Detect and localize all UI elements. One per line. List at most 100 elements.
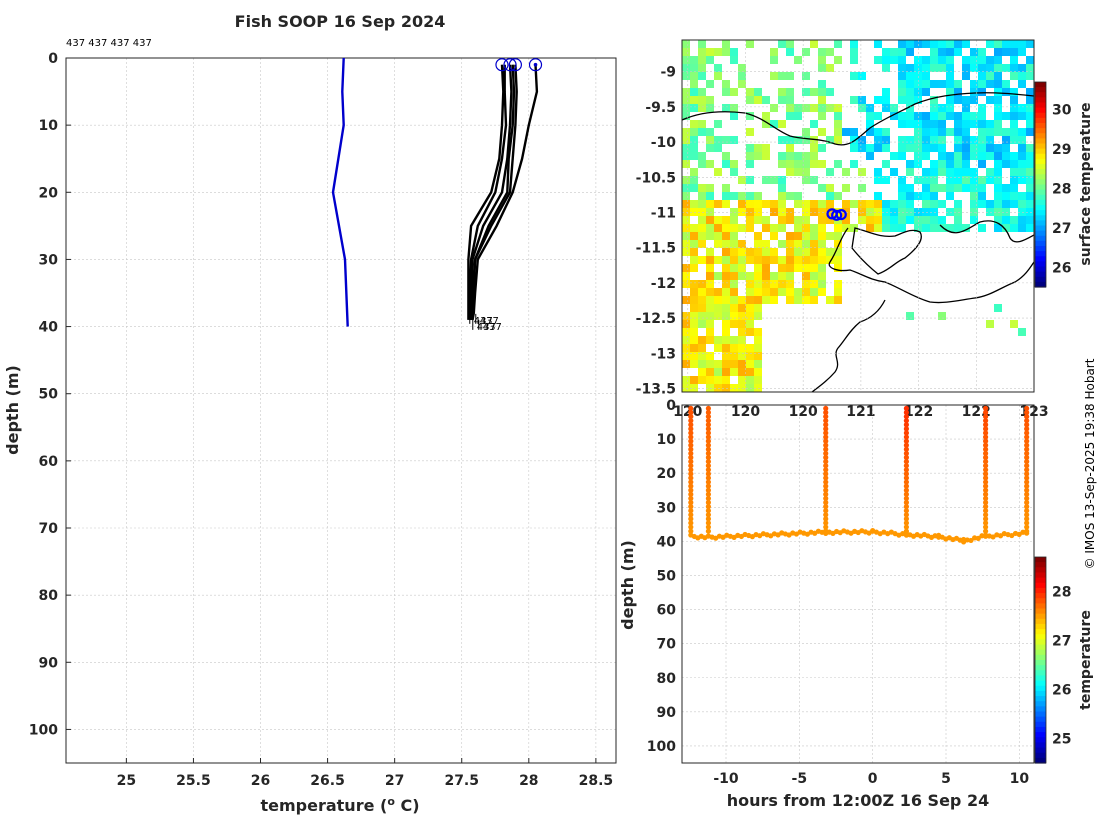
sst-cell <box>818 80 826 88</box>
profile-end-label: 437 <box>477 322 496 333</box>
sst-cell <box>930 176 938 184</box>
sst-cell <box>754 360 762 368</box>
sst-cell <box>962 72 970 80</box>
sst-cell <box>994 72 1002 80</box>
sst-cell <box>922 208 930 216</box>
time-depth-point <box>1024 471 1030 477</box>
sst-cell <box>778 240 786 248</box>
time-depth-point <box>903 471 910 477</box>
time-depth-point <box>688 512 694 518</box>
sst-cell <box>690 296 698 304</box>
sst-cell <box>698 40 706 48</box>
sst-cell <box>746 176 754 184</box>
sst-cell <box>794 224 802 232</box>
time-depth-point <box>688 491 694 497</box>
sst-cell <box>914 224 922 232</box>
sst-cell <box>978 224 986 232</box>
sst-cell <box>706 144 714 152</box>
sst-colorbar-tick: 27 <box>1052 221 1071 237</box>
sst-cell <box>914 192 922 200</box>
sst-cell <box>834 56 842 64</box>
sst-cell <box>1026 56 1034 64</box>
profile-ytick-label: 20 <box>39 185 59 201</box>
sst-cell <box>1026 96 1034 104</box>
sst-cell <box>930 160 938 168</box>
time-depth-point <box>688 405 694 412</box>
time-depth-point <box>903 516 910 522</box>
time-depth-point <box>705 426 712 432</box>
sst-cell <box>738 64 746 72</box>
sst-cell <box>690 288 698 296</box>
time-depth-point <box>1024 495 1030 502</box>
sst-cell <box>1026 176 1034 184</box>
sst-cell <box>682 232 690 240</box>
time-depth-point <box>823 495 829 502</box>
time-depth-point <box>823 516 829 522</box>
sst-cell <box>962 160 970 168</box>
sst-cell <box>954 144 962 152</box>
sst-cell <box>914 40 922 48</box>
sst-cell <box>1010 136 1018 144</box>
sst-cell <box>970 192 978 200</box>
sst-cell <box>954 176 962 184</box>
sst-cell <box>706 232 714 240</box>
temperature-colorbar-step <box>1035 690 1046 697</box>
time-depth-point <box>983 430 989 436</box>
temperature-colorbar-step <box>1035 623 1046 630</box>
sst-cell <box>794 232 802 240</box>
sst-cell <box>794 168 802 176</box>
sst-cell <box>898 176 906 184</box>
sst-cell <box>738 200 746 208</box>
time-depth-point <box>1024 409 1030 416</box>
sst-cell <box>1018 328 1026 336</box>
time-depth-point <box>688 422 694 428</box>
sst-cell <box>682 104 690 112</box>
sst-cell <box>858 72 866 80</box>
sst-cell <box>818 48 826 56</box>
sst-cell <box>746 160 754 168</box>
profile-ytick-label: 100 <box>29 722 58 738</box>
profile-series-line <box>471 64 539 321</box>
profile-ytick-label: 10 <box>39 118 59 134</box>
sst-cell <box>986 144 994 152</box>
sst-cell <box>802 160 810 168</box>
time-depth-ytick-label: 40 <box>657 534 677 550</box>
time-depth-point <box>983 516 989 522</box>
time-depth-point <box>705 475 712 481</box>
sst-cell <box>898 40 906 48</box>
sst-cell <box>986 40 994 48</box>
temperature-colorbar-step <box>1035 572 1046 579</box>
sst-cell <box>722 288 730 296</box>
sst-cell <box>842 128 850 136</box>
sst-cell <box>738 352 746 360</box>
sst-cell <box>738 384 746 392</box>
time-depth-point <box>903 430 910 436</box>
sst-colorbar-step <box>1035 261 1046 268</box>
sst-cell <box>914 152 922 160</box>
sst-colorbar-step <box>1035 215 1046 221</box>
sst-cell <box>722 160 730 168</box>
sst-cell <box>914 80 922 88</box>
sst-cell <box>690 96 698 104</box>
sst-cell <box>762 112 770 120</box>
sst-cell <box>922 192 930 200</box>
sst-cell <box>1018 80 1026 88</box>
sst-cell <box>762 280 770 288</box>
time-depth-xtick-label: -5 <box>792 771 808 787</box>
sst-cell <box>858 96 866 104</box>
profile-ytick-label: 50 <box>39 387 59 403</box>
sst-xtick-label: 120 <box>789 404 818 420</box>
sst-cell <box>722 48 730 56</box>
sst-cell <box>986 208 994 216</box>
sst-cell <box>698 280 706 288</box>
time-depth-point <box>705 467 712 473</box>
time-depth-point <box>903 495 910 502</box>
sst-cell <box>874 224 882 232</box>
sst-cell <box>690 280 698 288</box>
time-depth-point <box>983 524 989 530</box>
time-depth-point <box>823 508 829 514</box>
time-depth-point <box>705 446 712 452</box>
sst-cell <box>770 248 778 256</box>
sst-cell <box>714 136 722 144</box>
sst-cell <box>706 368 714 376</box>
